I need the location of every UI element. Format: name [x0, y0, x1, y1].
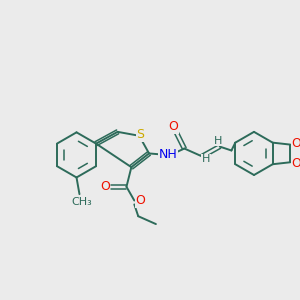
Text: O: O	[100, 180, 110, 193]
Text: O: O	[291, 137, 300, 150]
Text: H: H	[202, 154, 210, 164]
Text: CH₃: CH₃	[71, 197, 92, 207]
Text: S: S	[136, 128, 144, 141]
Text: O: O	[169, 120, 178, 134]
Text: H: H	[214, 136, 222, 146]
Text: O: O	[135, 194, 145, 207]
Text: O: O	[291, 157, 300, 170]
Text: NH: NH	[158, 148, 177, 161]
